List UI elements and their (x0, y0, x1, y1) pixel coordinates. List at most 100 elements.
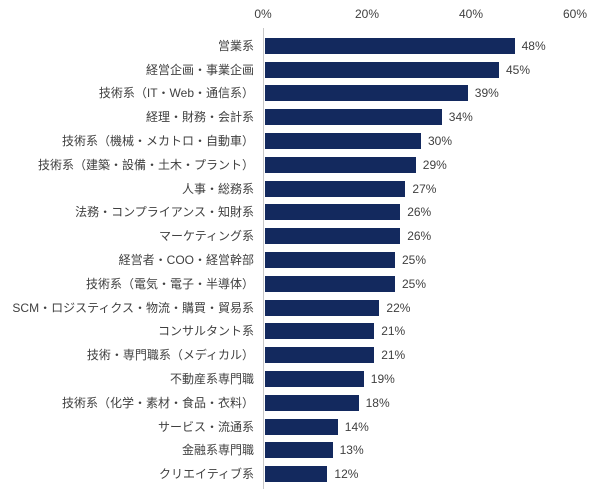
category-label: 技術・専門職系（メディカル） (86, 348, 254, 363)
value-label: 29% (422, 157, 447, 172)
value-label: 22% (386, 300, 411, 315)
category-label: 技術系（電気・電子・半導体） (85, 276, 254, 291)
bar (265, 109, 442, 126)
value-label: 19% (370, 372, 395, 387)
category-label: 経営者・COO・経営幹部 (118, 253, 254, 268)
value-label: 25% (402, 276, 427, 291)
value-label: 25% (402, 253, 427, 268)
bar-track: 26% (265, 228, 432, 245)
x-tick-label: 0% (254, 7, 272, 21)
bar-track: 39% (265, 85, 499, 102)
chart-row: 技術・専門職系（メディカル） 21% (0, 343, 605, 367)
chart-row: 人事・総務系 27% (0, 177, 605, 201)
category-label: 経理・財務・会計系 (145, 110, 254, 125)
bar-track: 21% (265, 323, 406, 340)
bar-track: 26% (265, 204, 432, 221)
bar (265, 275, 395, 292)
category-label: 人事・総務系 (181, 181, 254, 196)
value-label: 26% (407, 205, 432, 220)
value-label: 34% (448, 110, 473, 125)
value-label: 27% (412, 181, 437, 196)
value-label: 39% (474, 86, 499, 101)
chart-rows: 営業系 48% 経営企画・事業企画 45% 技術系（IT・Web・通信系） 39% 経理・財… (0, 34, 605, 486)
category-label: コンサルタント系 (157, 324, 254, 339)
category-label: サービス・流通系 (157, 419, 254, 434)
chart-row: クリエイティブ系 12% (0, 462, 605, 486)
x-tick-label: 20% (354, 7, 380, 21)
bar-track: 30% (265, 133, 453, 150)
chart-row: 法務・コンプライアンス・知財系 26% (0, 201, 605, 225)
bar (265, 394, 359, 411)
bar (265, 442, 333, 459)
chart-row: 経営者・COO・経営幹部 25% (0, 248, 605, 272)
x-tick-label: 60% (562, 7, 588, 21)
bar (265, 371, 364, 388)
value-label: 12% (334, 467, 359, 482)
value-label: 48% (521, 38, 546, 53)
value-label: 21% (381, 324, 406, 339)
value-label: 26% (407, 229, 432, 244)
chart-row: 技術系（建築・設備・土木・プラント） 29% (0, 153, 605, 177)
category-label: 営業系 (217, 38, 254, 53)
chart-row: コンサルタント系 21% (0, 320, 605, 344)
category-label: マーケティング系 (158, 229, 254, 244)
chart-row: 経営企画・事業企画 45% (0, 58, 605, 82)
x-axis: 0% 20% 40% 60% (0, 7, 605, 23)
bar (265, 180, 406, 197)
category-label: 技術系（化学・素材・食品・衣料） (61, 395, 254, 410)
chart-row: 不動産系専門職 19% (0, 367, 605, 391)
bar (265, 133, 421, 150)
x-tick-label: 40% (458, 7, 484, 21)
category-label: 法務・コンプライアンス・知財系 (75, 205, 254, 220)
value-label: 21% (381, 348, 406, 363)
chart-row: 技術系（IT・Web・通信系） 39% (0, 82, 605, 106)
bar-track: 19% (265, 371, 395, 388)
value-label: 45% (506, 62, 531, 77)
chart-row: 金融系専門職 13% (0, 439, 605, 463)
bar-track: 25% (265, 252, 427, 269)
bar-track: 13% (265, 442, 364, 459)
y-axis-line (263, 28, 264, 489)
chart-row: サービス・流通系 14% (0, 415, 605, 439)
bar (265, 466, 328, 483)
chart-row: 技術系（機械・メカトロ・自動車） 30% (0, 129, 605, 153)
bar (265, 37, 515, 54)
chart-row: 技術系（化学・素材・食品・衣料） 18% (0, 391, 605, 415)
bar (265, 299, 380, 316)
chart-row: マーケティング系 26% (0, 224, 605, 248)
value-label: 14% (344, 419, 369, 434)
bar (265, 252, 395, 269)
bar-track: 22% (265, 299, 411, 316)
bar (265, 228, 401, 245)
bar-track: 34% (265, 109, 473, 126)
value-label: 30% (428, 134, 453, 149)
category-label: SCM・ロジスティクス・物流・購買・貿易系 (12, 300, 254, 315)
category-label: 技術系（機械・メカトロ・自動車） (61, 134, 254, 149)
chart-row: SCM・ロジスティクス・物流・購買・貿易系 22% (0, 296, 605, 320)
bar (265, 61, 499, 78)
category-label: 技術系（IT・Web・通信系） (98, 86, 254, 101)
category-label: 不動産系専門職 (169, 372, 254, 387)
bar (265, 156, 416, 173)
bar-track: 29% (265, 156, 447, 173)
bar-track: 14% (265, 418, 369, 435)
bar (265, 204, 401, 221)
value-label: 18% (365, 395, 390, 410)
bar-track: 21% (265, 347, 406, 364)
bar (265, 85, 468, 102)
category-label: 経営企画・事業企画 (145, 62, 254, 77)
bar-track: 27% (265, 180, 437, 197)
bar-track: 45% (265, 61, 531, 78)
category-label: クリエイティブ系 (158, 467, 254, 482)
value-label: 13% (339, 443, 364, 458)
bar (265, 323, 375, 340)
category-label: 金融系専門職 (181, 443, 254, 458)
bar-track: 25% (265, 275, 427, 292)
chart-row: 技術系（電気・電子・半導体） 25% (0, 272, 605, 296)
category-label: 技術系（建築・設備・土木・プラント） (37, 157, 254, 172)
chart-row: 経理・財務・会計系 34% (0, 105, 605, 129)
chart-row: 営業系 48% (0, 34, 605, 58)
bar (265, 418, 338, 435)
bar-track: 48% (265, 37, 546, 54)
